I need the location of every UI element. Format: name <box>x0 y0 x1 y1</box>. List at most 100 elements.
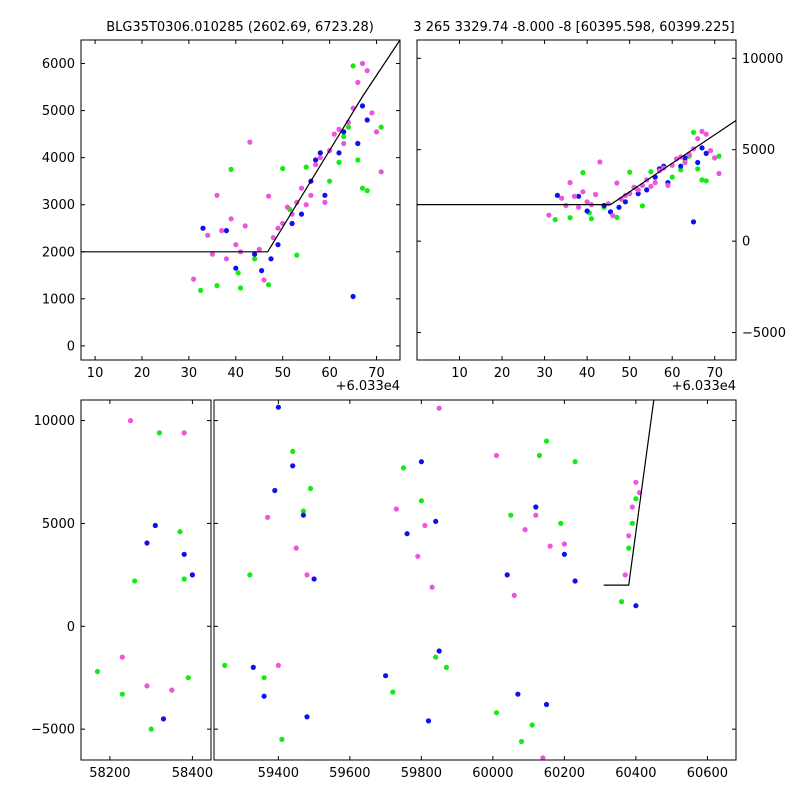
magenta-data-point <box>540 755 546 761</box>
blue-data-point <box>144 540 150 546</box>
magenta-data-point <box>629 504 635 510</box>
y-tick-label: 0 <box>67 339 75 354</box>
blue-data-point <box>383 673 389 679</box>
x-tick-label: 20 <box>494 366 511 381</box>
green-data-point <box>222 662 228 669</box>
blue-data-point <box>160 716 167 722</box>
magenta-data-point <box>378 169 384 175</box>
magenta-data-point <box>415 553 421 559</box>
blue-data-point <box>223 228 229 234</box>
magenta-data-point <box>256 246 262 252</box>
magenta-data-point <box>571 193 578 199</box>
blue-data-point <box>275 404 281 410</box>
green-data-point <box>626 545 632 551</box>
green-data-point <box>529 722 535 728</box>
magenta-data-point <box>546 212 552 218</box>
blue-data-point <box>533 504 539 510</box>
green-data-point <box>390 689 396 695</box>
bottom-panel-axes-frame <box>80 399 212 761</box>
green-data-point <box>378 124 384 130</box>
blue-data-point <box>189 572 195 578</box>
green-data-point <box>247 572 253 578</box>
green-data-point <box>280 165 286 172</box>
x-tick-label: 58200 <box>89 766 130 781</box>
magenta-data-point <box>393 506 399 512</box>
green-data-point <box>279 736 285 743</box>
magenta-data-point <box>341 140 347 147</box>
magenta-data-point <box>242 223 248 229</box>
magenta-data-point <box>308 192 314 198</box>
magenta-data-point <box>707 148 714 154</box>
magenta-data-point <box>293 545 299 551</box>
green-data-point <box>536 452 543 459</box>
magenta-data-point <box>275 662 281 669</box>
blue-data-point <box>252 251 258 257</box>
green-data-point <box>214 283 220 289</box>
green-data-point <box>237 285 244 291</box>
magenta-data-point <box>233 242 239 248</box>
blue-data-point <box>300 512 306 518</box>
green-data-point <box>518 738 525 745</box>
x-tick-label: 10 <box>87 366 104 381</box>
magenta-data-point <box>712 155 718 161</box>
magenta-data-point <box>223 256 229 262</box>
green-data-point <box>508 512 514 518</box>
x-tick-label: 30 <box>536 366 553 381</box>
blue-data-point <box>554 192 561 198</box>
magenta-data-point <box>695 136 701 142</box>
green-data-point <box>181 576 187 582</box>
magenta-data-point <box>313 162 319 168</box>
green-data-point <box>156 430 162 436</box>
x-tick-label: 60200 <box>544 766 585 781</box>
blue-data-point <box>690 219 697 225</box>
blue-data-point <box>622 199 629 205</box>
blue-data-point <box>418 459 424 465</box>
blue-data-point <box>699 145 705 151</box>
green-data-point <box>185 675 191 681</box>
x-tick-label: 60000 <box>472 766 513 781</box>
magenta-data-point <box>511 592 517 599</box>
green-data-point <box>580 170 586 176</box>
y-tick-label: 0 <box>742 235 750 250</box>
green-data-point <box>266 282 272 288</box>
blue-data-point <box>425 718 432 724</box>
magenta-data-point <box>270 235 276 241</box>
green-data-point <box>614 214 620 220</box>
green-data-point <box>418 498 424 504</box>
blue-data-point <box>561 551 568 557</box>
blue-data-point <box>359 103 366 109</box>
model-curve-line <box>417 120 736 206</box>
blue-data-point <box>200 225 206 231</box>
blue-data-point <box>695 159 701 166</box>
blue-data-point <box>364 117 370 123</box>
magenta-data-point <box>665 182 671 188</box>
green-data-point <box>695 166 701 172</box>
magenta-data-point <box>559 195 565 201</box>
y-tick-label: 6000 <box>42 57 75 72</box>
blue-data-point <box>633 603 639 609</box>
green-data-point <box>400 465 407 471</box>
magenta-data-point <box>682 159 688 166</box>
green-data-point <box>228 166 234 172</box>
model-curve-line <box>603 400 655 586</box>
top-right-panel-axes-frame <box>416 39 737 361</box>
blue-data-point <box>350 293 356 300</box>
magenta-data-point <box>331 131 337 137</box>
green-data-point <box>588 216 595 222</box>
green-data-point <box>633 496 639 502</box>
magenta-data-point <box>373 129 380 135</box>
x-tick-label: 70 <box>368 366 385 381</box>
green-data-point <box>294 252 300 258</box>
magenta-data-point <box>317 155 323 161</box>
green-data-point <box>716 153 722 159</box>
blue-data-point <box>682 155 688 161</box>
magenta-data-point <box>622 572 628 578</box>
x-tick-label: 60400 <box>615 766 656 781</box>
magenta-data-point <box>369 110 375 116</box>
magenta-data-point <box>265 514 271 520</box>
magenta-data-point <box>605 201 612 207</box>
green-data-point <box>552 217 558 223</box>
magenta-data-point <box>584 199 590 205</box>
x-tick-label: 40 <box>579 366 596 381</box>
green-data-point <box>690 129 697 135</box>
